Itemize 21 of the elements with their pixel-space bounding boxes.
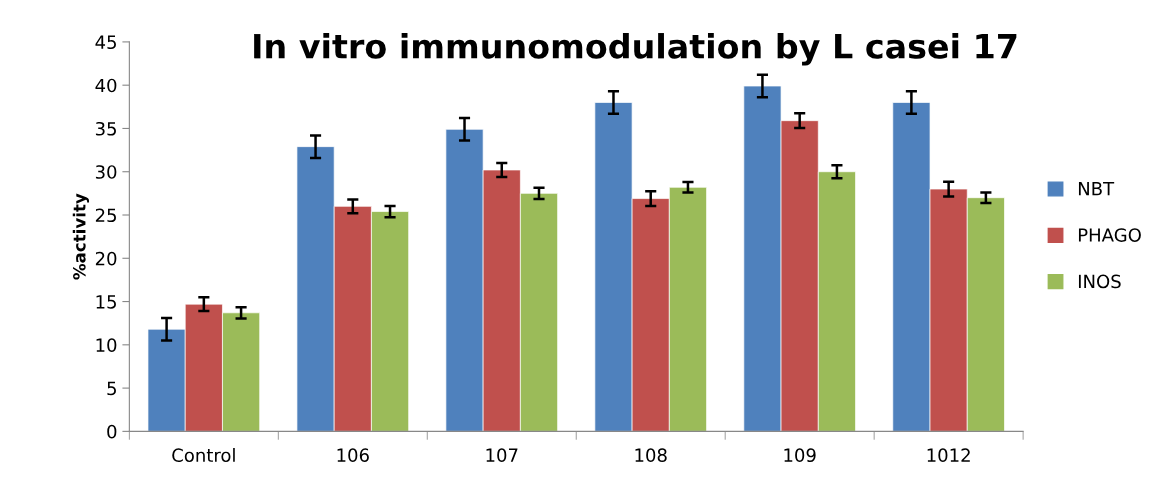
y-axis-title: %activity [72,193,90,280]
x-tick-label: 1012 [927,448,970,463]
chart-title: In vitro immunomodulation by L casei 17 [254,33,1017,66]
y-tick-label: 20 [95,251,117,266]
x-tick-label: 106 [337,448,369,463]
y-tick-label: 10 [96,338,117,352]
y-tick-label: 15 [96,295,116,309]
x-tick-label: 108 [635,448,667,463]
legend-label: PHAGO [1078,228,1141,242]
y-tick-label: 0 [107,424,117,439]
y-tick-label: 30 [95,165,117,179]
y-tick-label: 40 [95,78,117,93]
x-tick-label: 107 [486,448,518,463]
y-tick-label: 25 [95,208,116,223]
y-tick-label: 35 [95,121,116,136]
legend-label: INOS [1078,274,1121,289]
y-tick-label: 45 [95,35,116,50]
y-tick-label: 5 [107,381,116,396]
x-tick-label: Control [172,448,235,463]
x-tick-label: 109 [784,448,816,463]
legend-label: NBT [1078,182,1115,196]
